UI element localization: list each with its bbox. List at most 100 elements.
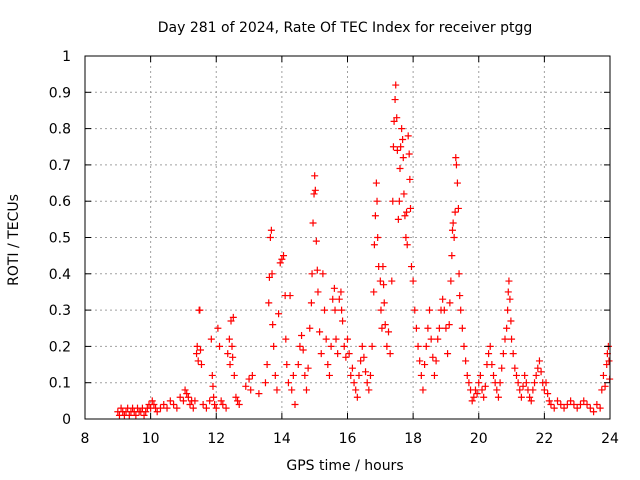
roti-point bbox=[432, 357, 440, 365]
roti-point bbox=[353, 393, 361, 401]
roti-point bbox=[302, 386, 310, 394]
roti-point bbox=[235, 400, 243, 408]
roti-point bbox=[312, 237, 320, 245]
roti-point bbox=[344, 335, 351, 343]
roti-point bbox=[380, 299, 388, 307]
roti-point bbox=[263, 361, 271, 369]
roti-point bbox=[270, 342, 278, 350]
roti-point bbox=[347, 371, 355, 379]
roti-point bbox=[448, 252, 456, 260]
roti-point bbox=[299, 346, 307, 354]
x-tick-label: 14 bbox=[273, 431, 291, 447]
roti-point bbox=[311, 172, 319, 180]
roti-point bbox=[508, 335, 516, 343]
roti-point bbox=[505, 277, 513, 285]
roti-point bbox=[590, 408, 598, 416]
roti-point bbox=[284, 379, 292, 387]
roti-point bbox=[393, 146, 401, 154]
roti-point bbox=[419, 386, 427, 394]
roti-point bbox=[186, 400, 194, 408]
roti-point bbox=[308, 270, 316, 278]
roti-point bbox=[452, 161, 460, 169]
roti-point bbox=[278, 255, 286, 263]
roti-point bbox=[216, 342, 224, 350]
roti-point bbox=[399, 135, 407, 143]
roti-point bbox=[117, 404, 125, 412]
roti-point bbox=[598, 386, 606, 394]
roti-point bbox=[458, 324, 466, 332]
roti-point bbox=[362, 368, 370, 376]
roti-point bbox=[378, 324, 386, 332]
roti-point bbox=[544, 390, 552, 398]
roti-point bbox=[338, 306, 346, 314]
roti-point bbox=[170, 400, 178, 408]
roti-point bbox=[273, 386, 281, 394]
roti-point bbox=[189, 404, 197, 412]
roti-point bbox=[391, 96, 399, 104]
roti-point bbox=[476, 371, 484, 379]
roti-point bbox=[225, 335, 233, 343]
roti-point bbox=[357, 357, 365, 365]
roti-point bbox=[519, 382, 527, 390]
roti-point bbox=[503, 324, 511, 332]
roti-point bbox=[316, 328, 324, 336]
y-axis-title: ROTI / TECUs bbox=[6, 194, 22, 286]
roti-point bbox=[230, 371, 238, 379]
roti-point bbox=[532, 371, 540, 379]
roti-point bbox=[197, 346, 204, 354]
roti-point bbox=[409, 277, 417, 285]
roti-point bbox=[288, 386, 296, 394]
roti-point bbox=[506, 295, 514, 303]
roti-point bbox=[535, 357, 543, 365]
roti-point bbox=[229, 353, 237, 361]
roti-point bbox=[439, 295, 447, 303]
roti-point bbox=[395, 197, 403, 205]
roti-point bbox=[313, 266, 321, 274]
roti-point bbox=[255, 390, 263, 398]
roti-point bbox=[184, 393, 192, 401]
roti-point bbox=[156, 404, 164, 412]
roti-point bbox=[176, 393, 184, 401]
roti-point bbox=[283, 361, 291, 369]
roti-point bbox=[245, 375, 253, 383]
x-tick-label: 18 bbox=[404, 431, 422, 447]
roti-point bbox=[504, 306, 512, 314]
roti-point bbox=[191, 397, 199, 405]
roti-point bbox=[337, 288, 345, 296]
roti-point bbox=[531, 379, 539, 387]
roti-point bbox=[148, 397, 156, 405]
roti-point bbox=[580, 397, 588, 405]
roti-point bbox=[511, 364, 519, 372]
roti-point bbox=[473, 390, 481, 398]
data-points bbox=[114, 81, 614, 419]
roti-point bbox=[197, 361, 205, 369]
roti-point bbox=[276, 259, 284, 267]
roti-point bbox=[475, 379, 483, 387]
roti-point bbox=[451, 208, 459, 216]
roti-point bbox=[234, 397, 242, 405]
roti-point bbox=[460, 342, 468, 350]
roti-point bbox=[179, 397, 187, 405]
roti-point bbox=[280, 252, 288, 260]
roti-point bbox=[222, 404, 230, 412]
roti-point bbox=[307, 299, 315, 307]
roti-point bbox=[132, 411, 140, 419]
roti-point bbox=[550, 404, 558, 412]
roti-point bbox=[560, 404, 568, 412]
roti-point bbox=[412, 324, 420, 332]
roti-point bbox=[596, 404, 604, 412]
roti-point bbox=[540, 386, 548, 394]
roti-point bbox=[424, 324, 432, 332]
roti-point bbox=[212, 404, 220, 412]
roti-point bbox=[444, 350, 452, 358]
roti-point bbox=[219, 400, 227, 408]
roti-point bbox=[208, 371, 216, 379]
roti-point bbox=[125, 411, 133, 419]
roti-point bbox=[481, 382, 489, 390]
roti-point bbox=[370, 241, 378, 249]
roti-point bbox=[499, 350, 507, 358]
roti-point bbox=[385, 328, 393, 336]
roti-point bbox=[266, 234, 274, 241]
roti-point bbox=[248, 371, 256, 379]
